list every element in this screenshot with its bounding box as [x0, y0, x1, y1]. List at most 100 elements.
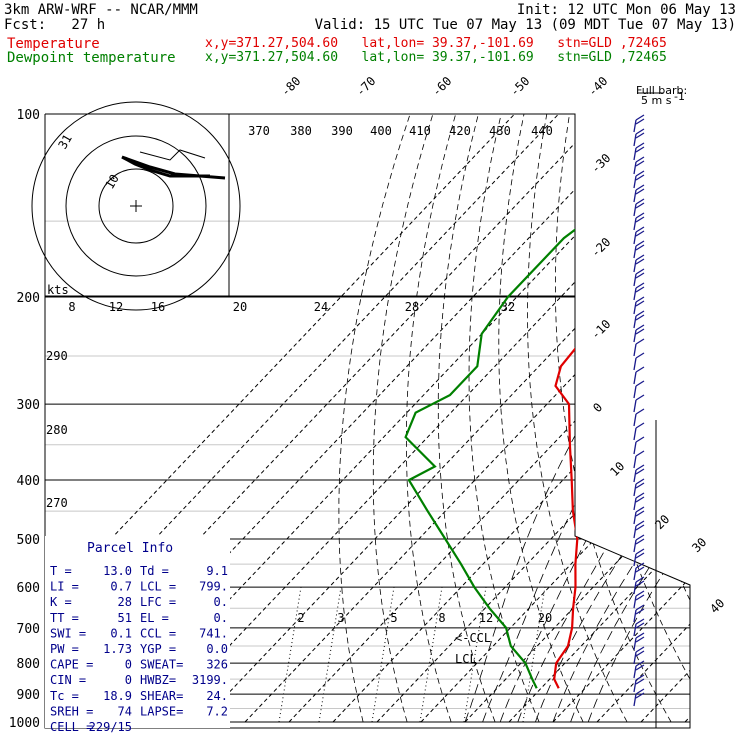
hodograph-ring-label-10: 10 [102, 172, 121, 192]
wind-barb-flag [635, 468, 645, 475]
moist-adiabat-6 [570, 296, 690, 723]
wind-barb-staff [633, 623, 637, 637]
isotherm-30 [596, 114, 690, 723]
isotherm--20 [376, 114, 690, 723]
parcel-row-5-value-b: 0.0 [206, 642, 228, 656]
wind-barb-staff [633, 497, 637, 511]
wind-barb-flag [635, 300, 645, 307]
wind-barb-flag [635, 520, 645, 527]
pressure-label-500: 500 [17, 533, 40, 548]
parcel-row-1-label-a: LI = [50, 580, 79, 594]
isotherm-label-m70: -70 [353, 74, 378, 99]
parcel-row-5-value-a: 1.73 [103, 642, 132, 656]
parcel-row-6-value-b: 326 [206, 658, 228, 672]
dry-adiabat-250 [338, 114, 411, 723]
parcel-info-box [45, 536, 230, 728]
forecast-hour: Fcst: 27 h [4, 17, 106, 33]
wind-barb-flag [635, 650, 645, 657]
wind-barb-flag [635, 594, 645, 601]
mixing-ratio-label-5: 5 [390, 611, 397, 625]
parcel-row-9-value-b: 7.2 [206, 704, 228, 718]
dry-adiabat-270 [406, 114, 457, 723]
wind-barb-flag [635, 132, 645, 139]
dewpoint-legend-label: Dewpoint temperature [7, 50, 176, 66]
isotherm-50 [684, 114, 690, 723]
wind-barb-flag [635, 142, 645, 149]
parcel-row-3-label-b: EL = [140, 611, 169, 625]
wind-barb-flag [635, 408, 645, 415]
wind-barb-flag [635, 510, 645, 517]
wind-barb-flag [635, 562, 645, 569]
parcel-row-5-label-b: YGP = [140, 642, 176, 656]
temperature-legend-info: x,y=371.27,504.60 lat,lon= 39.37,-101.69… [205, 36, 667, 51]
wind-barb-flag [635, 314, 645, 321]
dry-adiabat-370 [682, 114, 690, 723]
isotherm-label-0: 0 [590, 400, 605, 415]
parcel-info-title: Parcel Info [87, 541, 173, 556]
mixing-ratio-label-8: 8 [438, 611, 445, 625]
parcel-row-8-label-b: SHEAR= [140, 689, 183, 703]
parcel-row-7-value-b: 3199. [192, 673, 228, 687]
isotherm-label-40: 40 [707, 596, 727, 616]
wind-barb-staff [633, 329, 637, 343]
wind-barb-flag [635, 202, 645, 209]
wind-barb-staff [633, 665, 637, 679]
lcl-marker: LCL [455, 652, 477, 666]
wind-barb-staff [633, 525, 637, 539]
wind-barb-flag [635, 114, 645, 121]
parcel-row-2-value-a: 28 [118, 595, 132, 609]
parcel-row-0-label-a: T = [50, 564, 72, 578]
hodograph-speed-label-12: 12 [109, 300, 123, 314]
mixing-ratio-label-3: 3 [337, 611, 344, 625]
hodograph-unit-label: kts [47, 283, 69, 297]
wind-barb-staff [633, 259, 637, 273]
parcel-row-7-value-a: 0 [125, 673, 132, 687]
wind-barb-flag [635, 538, 645, 545]
wind-barb-flag [635, 328, 645, 335]
theta-label-420: 420 [449, 124, 471, 138]
pressure-label-600: 600 [17, 581, 40, 596]
wind-barb-flag [635, 146, 645, 153]
wind-barb-flag [635, 608, 645, 615]
wind-barb-flag [635, 604, 645, 611]
parcel-row-0-value-b: 9.1 [206, 564, 228, 578]
hodograph-ring-2 [31, 101, 241, 311]
parcel-row-10-label-a: CELL = [50, 720, 93, 734]
wind-barb-flag [635, 282, 645, 289]
dry-adiabat-390 [729, 114, 740, 722]
adiabat-label-270: 270 [46, 496, 68, 510]
wind-barb-staff [633, 679, 637, 693]
parcel-row-0-label-b: Td = [140, 564, 169, 578]
wind-barb-flag [635, 660, 645, 667]
wind-barb-flag [635, 156, 645, 163]
mixing-ratio-line-20 [522, 587, 546, 723]
hodograph-speed-label-28: 28 [405, 300, 419, 314]
wind-barb-flag [635, 268, 645, 275]
wind-barb-staff [633, 609, 637, 623]
parcel-row-8-label-a: Tc = [50, 689, 79, 703]
parcel-row-9-value-a: 74 [118, 704, 132, 718]
moist-adiabat-5 [552, 296, 690, 723]
parcel-row-4-label-a: SWI = [50, 626, 86, 640]
wind-barb-staff [633, 273, 637, 287]
isotherm-label-m10: -10 [588, 317, 613, 342]
dry-adiabat-320 [555, 114, 672, 723]
isotherm-label-m80: -80 [278, 74, 303, 99]
wind-barb-staff [633, 119, 637, 133]
dry-adiabat-380 [706, 114, 740, 722]
wind-barb-flag [635, 170, 645, 177]
parcel-row-4-value-b: 741. [199, 626, 228, 640]
mixing-ratio-line-2 [278, 587, 302, 723]
isotherm-label-m30: -30 [588, 151, 613, 176]
theta-label-440: 440 [531, 124, 553, 138]
hodograph-speed-label-8: 8 [68, 300, 75, 314]
wind-barb-flag [635, 464, 645, 471]
wind-barb-staff [633, 385, 637, 399]
wind-barb-staff [633, 483, 637, 497]
wind-barb-staff [633, 567, 637, 581]
wind-barb-flag [635, 478, 645, 485]
wind-barb-flag [635, 230, 645, 237]
wind-barb-flag [635, 240, 645, 247]
ccl-marker: <-CCL [455, 631, 491, 645]
wind-barb-flag [635, 674, 645, 681]
